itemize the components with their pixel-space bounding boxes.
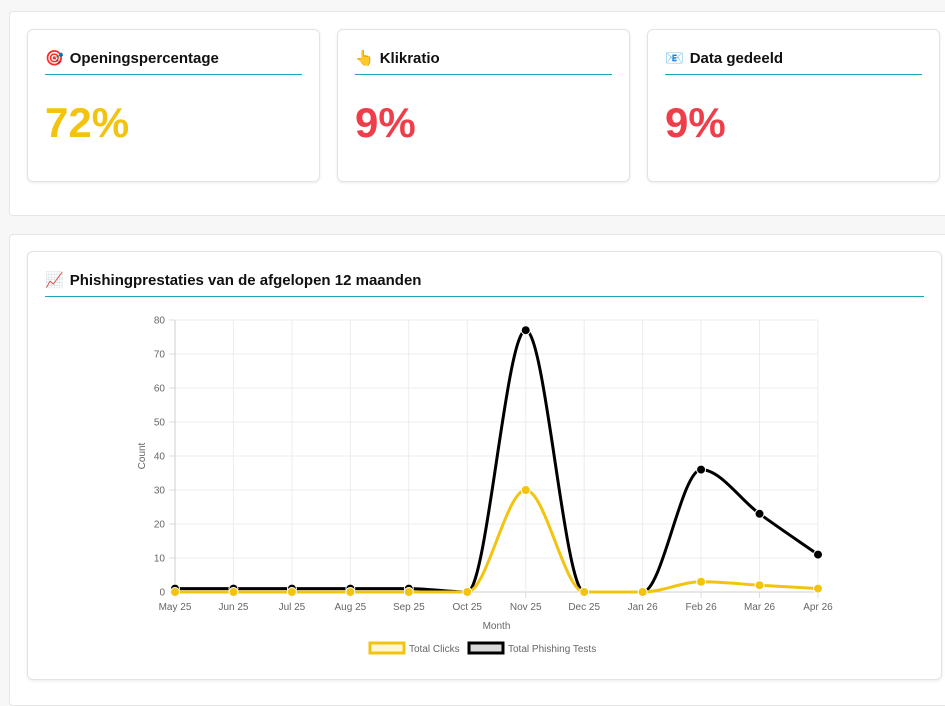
card-header: 🎯 Openingspercentage — [45, 50, 302, 75]
chart-title: Phishingprestaties van de afgelopen 12 m… — [69, 272, 422, 289]
card-header: 📧 Data gedeeld — [665, 50, 922, 75]
data-shared-card: 📧 Data gedeeld 9% — [647, 29, 940, 182]
data-shared-value: 9% — [665, 99, 726, 146]
open-rate-card: 🎯 Openingspercentage 72% — [27, 29, 320, 182]
open-rate-value: 72% — [45, 99, 130, 146]
click-rate-card: 👆 Klikratio 9% — [337, 29, 630, 182]
card-header: 👆 Klikratio — [355, 50, 612, 75]
card-title: Data gedeeld — [689, 50, 784, 67]
envelope-icon: 📧 — [665, 50, 684, 67]
chart-card: 📈 Phishingprestaties van de afgelopen 12… — [27, 251, 942, 680]
card-header: 📈 Phishingprestaties van de afgelopen 12… — [45, 272, 924, 297]
target-icon: 🎯 — [45, 50, 64, 67]
pointing-finger-icon: 👆 — [355, 50, 374, 67]
card-title: Openingspercentage — [69, 50, 219, 67]
click-rate-value: 9% — [355, 99, 416, 146]
chart-increasing-icon: 📈 — [45, 272, 64, 289]
card-title: Klikratio — [379, 50, 440, 67]
